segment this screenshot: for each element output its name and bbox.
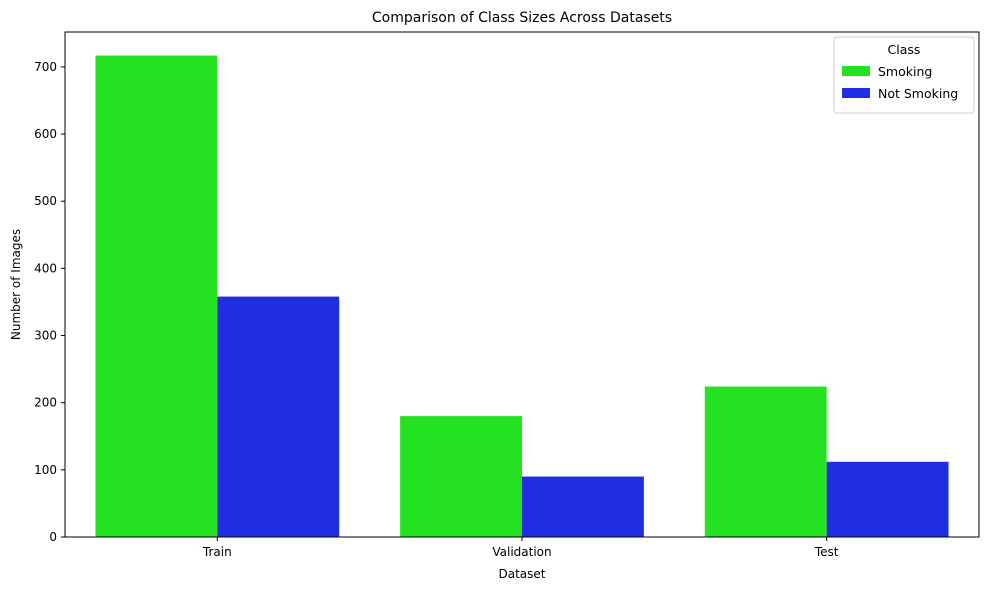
chart-title: Comparison of Class Sizes Across Dataset… bbox=[372, 10, 672, 26]
y-axis-title: Number of Images bbox=[9, 229, 23, 340]
bar-not-smoking-test bbox=[826, 461, 949, 537]
x-axis-title: Dataset bbox=[499, 567, 546, 581]
legend-label-smoking: Smoking bbox=[878, 64, 932, 79]
y-tick-label: 500 bbox=[34, 194, 57, 208]
x-tick-label: Train bbox=[202, 545, 232, 559]
x-axis-ticks: Train Validation Test bbox=[202, 537, 839, 559]
legend-swatch-not-smoking bbox=[842, 88, 870, 98]
x-tick-label: Validation bbox=[492, 545, 551, 559]
y-tick-label: 400 bbox=[34, 261, 57, 275]
y-tick-label: 100 bbox=[34, 463, 57, 477]
bar-smoking-test bbox=[704, 386, 827, 537]
legend-items: Smoking Not Smoking bbox=[842, 64, 958, 101]
legend-swatch-smoking bbox=[842, 66, 870, 76]
legend-title: Class bbox=[888, 42, 921, 57]
y-tick-label: 300 bbox=[34, 329, 57, 343]
legend: Class Smoking Not Smoking bbox=[833, 36, 975, 114]
bar-smoking-train bbox=[95, 55, 218, 537]
y-tick-label: 600 bbox=[34, 127, 57, 141]
y-tick-label: 700 bbox=[34, 60, 57, 74]
x-tick-label: Test bbox=[814, 545, 839, 559]
bars-group bbox=[95, 55, 949, 537]
y-tick-label: 0 bbox=[49, 530, 57, 544]
y-tick-label: 200 bbox=[34, 396, 57, 410]
legend-label-not-smoking: Not Smoking bbox=[878, 86, 958, 101]
bar-not-smoking-validation bbox=[522, 476, 644, 537]
plot-frame bbox=[64, 31, 980, 538]
bar-smoking-validation bbox=[400, 416, 522, 537]
bar-not-smoking-train bbox=[217, 296, 340, 537]
y-axis-ticks: 0 100 200 300 400 500 600 700 bbox=[34, 60, 65, 544]
